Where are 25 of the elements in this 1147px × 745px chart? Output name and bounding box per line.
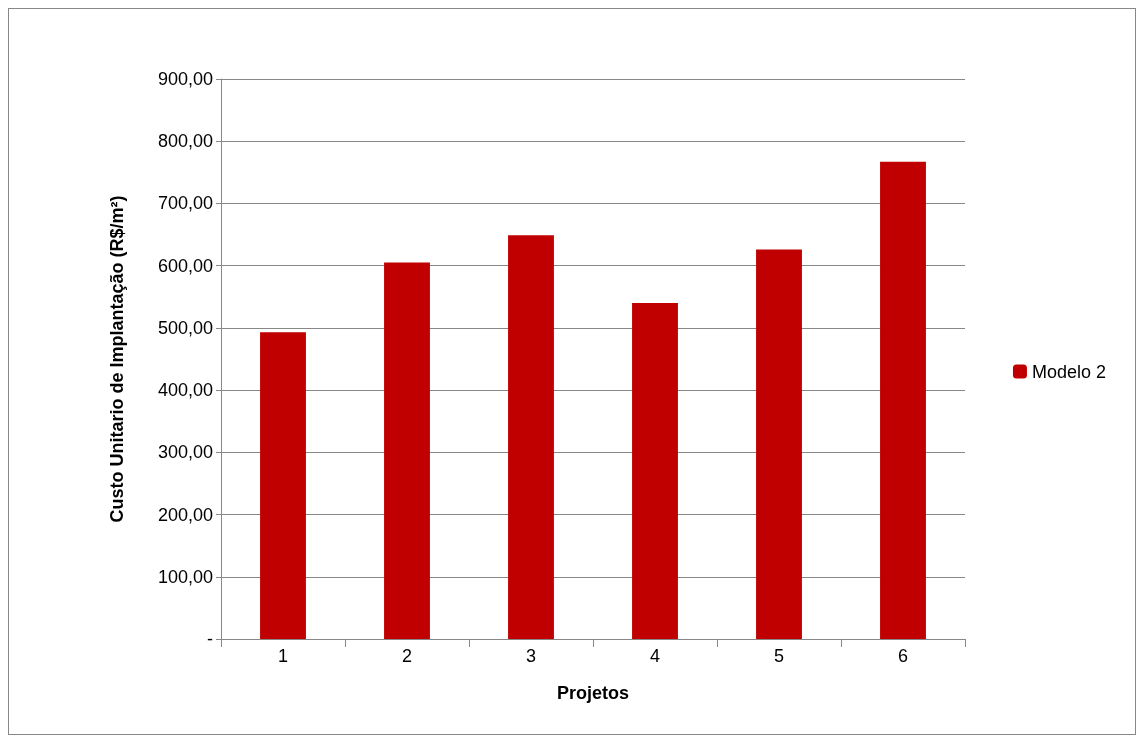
bar: [260, 332, 306, 639]
bar: [880, 161, 926, 639]
x-tick-label: 3: [525, 646, 537, 666]
legend-label: Modelo 2: [1031, 361, 1107, 382]
y-axis-title: Custo Unitario de Implantação (R$/m²): [107, 195, 127, 523]
y-tick-label: 300,00: [157, 442, 213, 463]
x-tick-label: 2: [401, 646, 413, 666]
x-axis-title: Projetos: [556, 683, 630, 703]
y-tick-label: 200,00: [157, 504, 213, 525]
y-tick-label: 900,00: [157, 69, 213, 89]
bar: [384, 262, 430, 639]
x-tick-label: 6: [897, 646, 909, 666]
bar: [756, 249, 802, 639]
bar: [508, 235, 554, 639]
y-tick-label: 800,00: [157, 131, 213, 152]
x-tick-label: 1: [277, 646, 289, 666]
x-tick-label: 4: [649, 646, 661, 666]
y-tick-label: 600,00: [157, 255, 213, 276]
y-tick-label: 100,00: [157, 566, 213, 587]
x-tick-label: 5: [773, 646, 785, 666]
y-tick-label: -: [207, 629, 213, 649]
y-tick-label: 700,00: [157, 193, 213, 214]
y-tick-label: 500,00: [157, 317, 213, 338]
bar: [632, 303, 678, 639]
y-tick-label: 400,00: [157, 380, 213, 401]
